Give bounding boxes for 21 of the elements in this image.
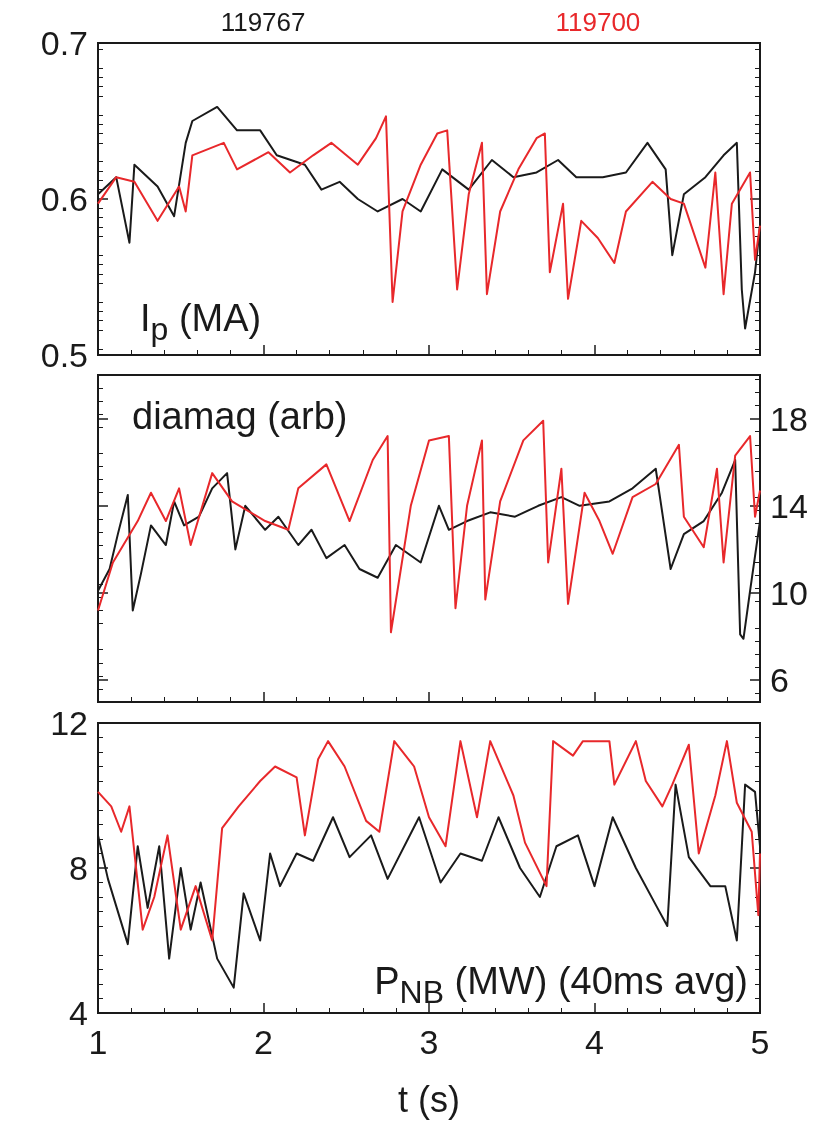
y-tick-label: 4 <box>69 994 88 1032</box>
x-tick-label: 5 <box>750 1023 770 1061</box>
line-series <box>97 740 761 942</box>
y2-tick-label: 14 <box>770 486 808 525</box>
line-series <box>97 115 761 303</box>
text: 119767 <box>220 7 306 37</box>
y-tick-label: 0.7 <box>40 24 88 62</box>
y2-tick-label: 10 <box>770 574 808 612</box>
x-tick-label: 3 <box>419 1023 439 1061</box>
x-tick-label: 4 <box>585 1023 604 1061</box>
x-tick-label: 2 <box>254 1023 273 1061</box>
y2-tick-label: 18 <box>770 399 808 438</box>
y-tick-label: 8 <box>69 849 88 887</box>
text: diamag (arb) <box>132 395 348 437</box>
text: 119700 <box>555 7 641 37</box>
y2-tick-label: 6 <box>770 661 789 700</box>
y-tick-label: 0.6 <box>40 180 88 218</box>
x-axis-title: t (s) <box>398 1078 460 1120</box>
y-tick-label: 12 <box>50 704 88 742</box>
y-tick-label: 0.5 <box>40 336 88 374</box>
x-tick-label: 1 <box>88 1023 108 1061</box>
